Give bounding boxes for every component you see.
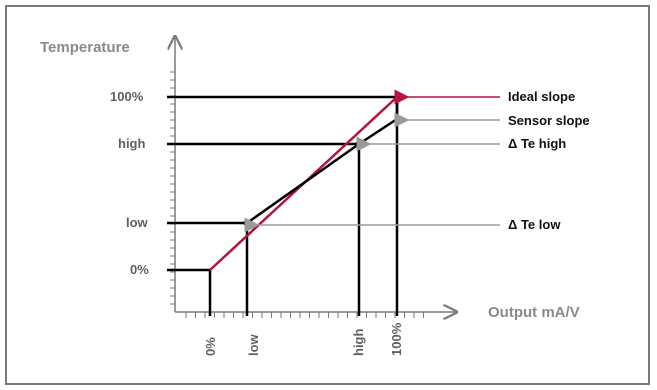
y-axis-title: Temperature — [40, 39, 130, 56]
label-delta-low: Δ Te low — [508, 217, 561, 232]
label-ideal-slope: Ideal slope — [508, 89, 575, 104]
x-tick-label-0: 0% — [203, 337, 218, 356]
x-axis-title: Output mA/V — [488, 304, 580, 321]
x-tick-label-low: low — [246, 333, 261, 356]
y-tick-label-low: low — [126, 215, 149, 230]
y-tick-label-100: 100% — [110, 89, 144, 104]
sensor-point-low — [243, 219, 251, 227]
sensor-point-high — [355, 140, 363, 148]
x-tick-label-100: 100% — [389, 322, 404, 356]
chart-frame — [5, 5, 650, 385]
axes — [170, 38, 455, 318]
label-sensor-slope: Sensor slope — [508, 113, 590, 128]
label-delta-high: Δ Te high — [508, 136, 566, 151]
y-tick-label-0: 0% — [130, 262, 149, 277]
y-minor-ticks — [170, 71, 175, 305]
reference-lines — [167, 95, 399, 316]
y-tick-label-high: high — [118, 136, 145, 151]
series-sensor-slope — [246, 117, 398, 225]
x-minor-ticks — [185, 312, 424, 318]
x-tick-label-high: high — [351, 329, 366, 356]
